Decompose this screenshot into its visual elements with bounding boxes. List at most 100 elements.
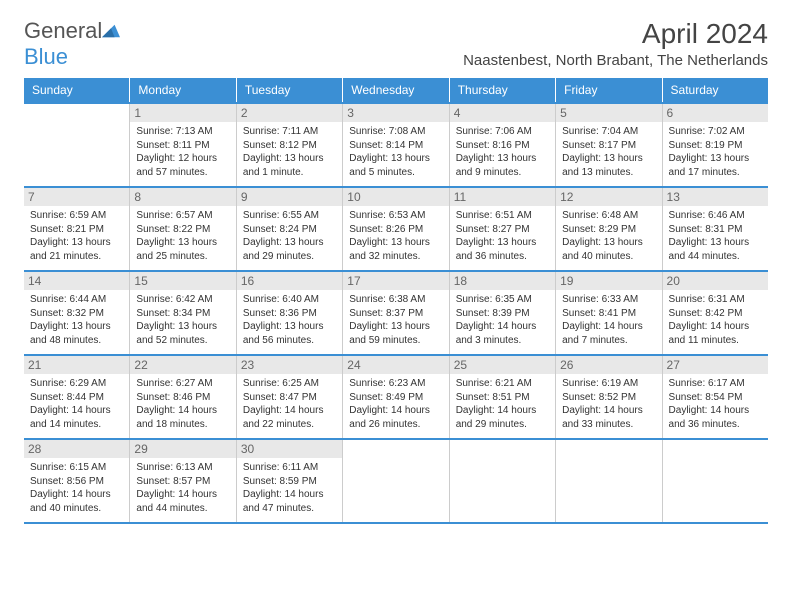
sunrise-text: Sunrise: 7:02 AM <box>669 125 762 139</box>
date-number: 16 <box>237 272 342 290</box>
day-cell: 24Sunrise: 6:23 AMSunset: 8:49 PMDayligh… <box>343 356 449 438</box>
sunset-text: Sunset: 8:27 PM <box>456 223 549 237</box>
day-info: Sunrise: 6:29 AMSunset: 8:44 PMDaylight:… <box>30 377 123 431</box>
date-number: 3 <box>343 104 448 122</box>
daylight-text: Daylight: 13 hours and 1 minute. <box>243 152 336 179</box>
day-cell: 26Sunrise: 6:19 AMSunset: 8:52 PMDayligh… <box>556 356 662 438</box>
day-cell: 30 Sunrise: 6:11 AMSunset: 8:59 PMDayligh… <box>237 440 343 522</box>
sunrise-text: Sunrise: 7:11 AM <box>243 125 336 139</box>
date-number: 14 <box>24 272 129 290</box>
date-number: 9 <box>237 188 342 206</box>
daylight-text: Daylight: 14 hours and 44 minutes. <box>136 488 229 515</box>
sunrise-text: Sunrise: 6:33 AM <box>562 293 655 307</box>
sunset-text: Sunset: 8:16 PM <box>456 139 549 153</box>
sunrise-text: Sunrise: 6:31 AM <box>669 293 762 307</box>
daylight-text: Daylight: 13 hours and 29 minutes. <box>243 236 336 263</box>
sunset-text: Sunset: 8:57 PM <box>136 475 229 489</box>
date-number: 7 <box>24 188 129 206</box>
daylight-text: Daylight: 14 hours and 3 minutes. <box>456 320 549 347</box>
sunset-text: Sunset: 8:11 PM <box>136 139 229 153</box>
date-number: 30 <box>237 440 342 458</box>
sunrise-text: Sunrise: 6:53 AM <box>349 209 442 223</box>
sunrise-text: Sunrise: 6:19 AM <box>562 377 655 391</box>
day-cell: 6Sunrise: 7:02 AMSunset: 8:19 PMDaylight… <box>663 104 768 186</box>
day-info: Sunrise: 7:13 AMSunset: 8:11 PMDaylight:… <box>136 125 229 179</box>
logo-text-2: Blue <box>24 44 68 69</box>
day-cell: 1 Sunrise: 7:13 AMSunset: 8:11 PMDaylight… <box>130 104 236 186</box>
day-info: Sunrise: 6:40 AMSunset: 8:36 PMDaylight:… <box>243 293 336 347</box>
dayname: Friday <box>556 78 662 102</box>
daylight-text: Daylight: 13 hours and 17 minutes. <box>669 152 762 179</box>
day-info: Sunrise: 6:23 AMSunset: 8:49 PMDaylight:… <box>349 377 442 431</box>
sunset-text: Sunset: 8:54 PM <box>669 391 762 405</box>
day-info: Sunrise: 6:11 AMSunset: 8:59 PMDaylight:… <box>243 461 336 515</box>
day-info: Sunrise: 6:42 AMSunset: 8:34 PMDaylight:… <box>136 293 229 347</box>
sunrise-text: Sunrise: 7:08 AM <box>349 125 442 139</box>
date-number: 2 <box>237 104 342 122</box>
day-cell: 2 Sunrise: 7:11 AMSunset: 8:12 PMDaylight… <box>237 104 343 186</box>
triangle-icon <box>102 24 120 38</box>
date-number: 22 <box>130 356 235 374</box>
header: GeneralBlue April 2024 Naastenbest, Nort… <box>24 18 768 70</box>
dayname: Sunday <box>24 78 130 102</box>
daylight-text: Daylight: 13 hours and 32 minutes. <box>349 236 442 263</box>
date-number: 13 <box>663 188 768 206</box>
day-cell <box>24 104 130 186</box>
sunrise-text: Sunrise: 7:06 AM <box>456 125 549 139</box>
day-cell: 20Sunrise: 6:31 AMSunset: 8:42 PMDayligh… <box>663 272 768 354</box>
sunset-text: Sunset: 8:39 PM <box>456 307 549 321</box>
sunset-text: Sunset: 8:12 PM <box>243 139 336 153</box>
daylight-text: Daylight: 13 hours and 25 minutes. <box>136 236 229 263</box>
day-info: Sunrise: 6:55 AMSunset: 8:24 PMDaylight:… <box>243 209 336 263</box>
sunrise-text: Sunrise: 6:25 AM <box>243 377 336 391</box>
sunrise-text: Sunrise: 6:15 AM <box>30 461 123 475</box>
sunset-text: Sunset: 8:32 PM <box>30 307 123 321</box>
day-cell: 25Sunrise: 6:21 AMSunset: 8:51 PMDayligh… <box>450 356 556 438</box>
day-info: Sunrise: 6:21 AMSunset: 8:51 PMDaylight:… <box>456 377 549 431</box>
day-cell: 4Sunrise: 7:06 AMSunset: 8:16 PMDaylight… <box>450 104 556 186</box>
location: Naastenbest, North Brabant, The Netherla… <box>463 52 768 69</box>
logo-text: GeneralBlue <box>24 18 120 70</box>
daylight-text: Daylight: 13 hours and 59 minutes. <box>349 320 442 347</box>
day-cell: 9 Sunrise: 6:55 AMSunset: 8:24 PMDaylight… <box>237 188 343 270</box>
date-number: 26 <box>556 356 661 374</box>
day-cell <box>343 440 449 522</box>
day-cell: 18Sunrise: 6:35 AMSunset: 8:39 PMDayligh… <box>450 272 556 354</box>
day-info: Sunrise: 6:44 AMSunset: 8:32 PMDaylight:… <box>30 293 123 347</box>
day-info: Sunrise: 6:38 AMSunset: 8:37 PMDaylight:… <box>349 293 442 347</box>
daylight-text: Daylight: 14 hours and 14 minutes. <box>30 404 123 431</box>
daylight-text: Daylight: 13 hours and 5 minutes. <box>349 152 442 179</box>
sunset-text: Sunset: 8:52 PM <box>562 391 655 405</box>
day-info: Sunrise: 7:08 AMSunset: 8:14 PMDaylight:… <box>349 125 442 179</box>
daylight-text: Daylight: 13 hours and 56 minutes. <box>243 320 336 347</box>
date-number: 15 <box>130 272 235 290</box>
week-row: 1 Sunrise: 7:13 AMSunset: 8:11 PMDaylight… <box>24 102 768 186</box>
day-info: Sunrise: 6:33 AMSunset: 8:41 PMDaylight:… <box>562 293 655 347</box>
sunrise-text: Sunrise: 6:48 AM <box>562 209 655 223</box>
sunset-text: Sunset: 8:59 PM <box>243 475 336 489</box>
daylight-text: Daylight: 13 hours and 44 minutes. <box>669 236 762 263</box>
day-info: Sunrise: 7:04 AMSunset: 8:17 PMDaylight:… <box>562 125 655 179</box>
sunrise-text: Sunrise: 6:59 AM <box>30 209 123 223</box>
day-cell: 11Sunrise: 6:51 AMSunset: 8:27 PMDayligh… <box>450 188 556 270</box>
sunrise-text: Sunrise: 6:57 AM <box>136 209 229 223</box>
sunset-text: Sunset: 8:51 PM <box>456 391 549 405</box>
week-row: 14 Sunrise: 6:44 AMSunset: 8:32 PMDayligh… <box>24 270 768 354</box>
date-number: 5 <box>556 104 661 122</box>
sunset-text: Sunset: 8:31 PM <box>669 223 762 237</box>
calendar: SundayMondayTuesdayWednesdayThursdayFrid… <box>24 78 768 524</box>
date-number: 23 <box>237 356 342 374</box>
day-info: Sunrise: 6:46 AMSunset: 8:31 PMDaylight:… <box>669 209 762 263</box>
date-number: 27 <box>663 356 768 374</box>
daylight-text: Daylight: 13 hours and 40 minutes. <box>562 236 655 263</box>
day-info: Sunrise: 6:31 AMSunset: 8:42 PMDaylight:… <box>669 293 762 347</box>
sunrise-text: Sunrise: 6:55 AM <box>243 209 336 223</box>
day-cell: 12Sunrise: 6:48 AMSunset: 8:29 PMDayligh… <box>556 188 662 270</box>
sunrise-text: Sunrise: 6:51 AM <box>456 209 549 223</box>
daylight-text: Daylight: 13 hours and 36 minutes. <box>456 236 549 263</box>
date-number: 1 <box>130 104 235 122</box>
sunset-text: Sunset: 8:42 PM <box>669 307 762 321</box>
sunset-text: Sunset: 8:36 PM <box>243 307 336 321</box>
sunset-text: Sunset: 8:22 PM <box>136 223 229 237</box>
date-number: 17 <box>343 272 448 290</box>
